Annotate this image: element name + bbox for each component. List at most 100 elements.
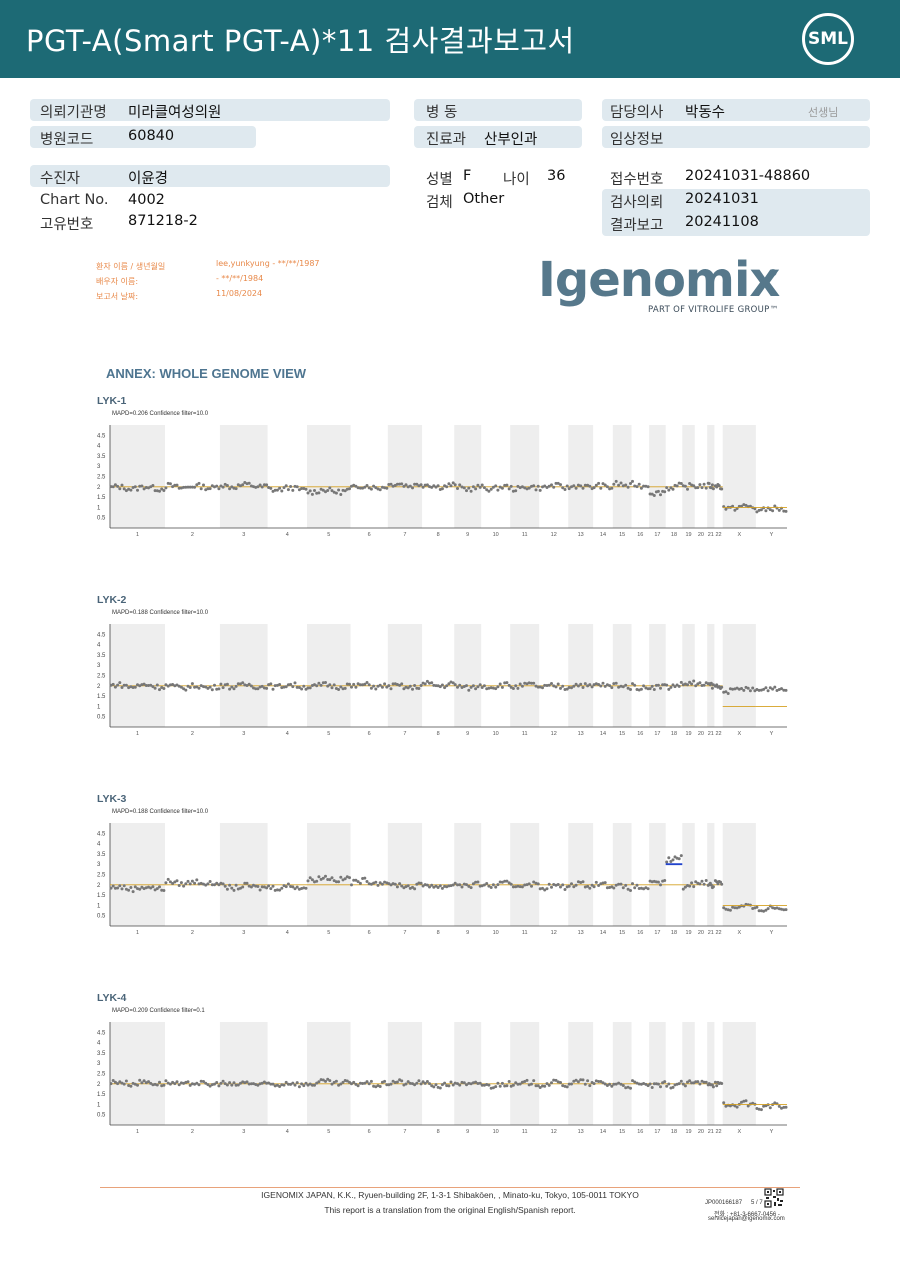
chromosome-band	[568, 1022, 594, 1125]
cnv-point	[219, 682, 223, 686]
cnv-point	[728, 908, 732, 912]
cnv-point	[784, 908, 788, 912]
cnv-point	[631, 682, 634, 686]
cnv-point	[556, 883, 560, 886]
cnv-point	[330, 1082, 334, 1086]
cnv-point	[282, 1083, 286, 1087]
cnv-point	[171, 485, 175, 489]
unique-no-value: 871218-2	[128, 213, 198, 229]
x-tick-label: 3	[242, 731, 245, 737]
cnv-point	[120, 686, 124, 689]
cnv-point	[559, 885, 562, 889]
cnv-point	[656, 1082, 660, 1086]
cnv-point	[367, 683, 371, 687]
cnv-point	[523, 486, 527, 490]
chromosome-band	[707, 624, 715, 727]
cnv-point	[487, 489, 491, 493]
cnv-point	[570, 882, 573, 886]
cnv-point	[378, 1085, 382, 1088]
cnv-point	[686, 683, 689, 687]
cnv-point	[780, 1106, 783, 1110]
cnv-point	[610, 686, 614, 690]
cnv-point	[547, 1083, 551, 1087]
cnv-point	[206, 882, 210, 886]
cnv-point	[698, 1082, 702, 1086]
cnv-point	[469, 489, 473, 493]
cnv-point	[208, 487, 212, 491]
cnv-point	[413, 482, 417, 486]
cnv-point	[746, 1104, 750, 1108]
cnv-point	[505, 483, 509, 487]
cnv-point	[221, 485, 225, 489]
cnv-point	[494, 1085, 498, 1089]
cnv-point	[692, 885, 696, 889]
cnv-point	[624, 683, 628, 687]
cnv-point	[766, 907, 770, 911]
cnv-point	[762, 687, 766, 691]
cnv-point	[400, 482, 404, 486]
cnv-point	[709, 681, 713, 685]
cnv-point	[523, 1080, 527, 1083]
chromosome-band	[682, 823, 695, 926]
cnv-point	[304, 487, 308, 491]
cnv-point	[269, 486, 273, 490]
cnv-point	[162, 687, 166, 690]
cnv-point	[179, 685, 183, 689]
cnv-point	[234, 684, 238, 688]
cnv-point	[383, 682, 387, 686]
cnv-point	[315, 491, 319, 495]
cnv-point	[173, 1082, 177, 1086]
cnv-point	[147, 684, 150, 687]
cnv-point	[617, 1081, 621, 1085]
y-tick-label: 1.5	[97, 694, 106, 700]
cnv-point	[681, 1082, 685, 1086]
x-tick-label: 14	[600, 532, 606, 538]
cnv-point	[428, 885, 431, 889]
cnv-point	[324, 1079, 327, 1083]
sex-label: 성별	[426, 172, 453, 188]
chromosome-band	[510, 823, 540, 926]
cnv-point	[698, 681, 702, 685]
chromosome-band	[707, 1022, 715, 1125]
doctor-suffix: 선생님	[808, 106, 839, 119]
chart-subtitle-lyk3: MAPD=0.188 Confidence filter=10.0	[112, 809, 209, 815]
cnv-point	[245, 684, 249, 687]
cnv-point	[556, 481, 560, 485]
cnv-point	[354, 1082, 358, 1086]
cnv-point	[258, 483, 262, 487]
cnv-point	[334, 491, 338, 495]
cnv-point	[289, 1082, 293, 1086]
cnv-point	[206, 686, 210, 690]
cnv-point	[663, 1080, 667, 1084]
cnv-point	[541, 886, 544, 890]
cnv-point	[496, 488, 500, 492]
x-tick-label: Y	[770, 930, 774, 936]
sml-logo-text: SML	[808, 29, 848, 49]
cnv-point	[556, 682, 560, 686]
chromosome-band	[219, 823, 268, 926]
cnv-point	[710, 686, 714, 690]
cnv-point	[619, 481, 623, 485]
x-tick-label: 14	[600, 731, 606, 737]
y-tick-label: 4.5	[97, 632, 106, 638]
cnv-point	[356, 1084, 360, 1088]
cnv-point	[304, 1081, 308, 1085]
cnv-point	[166, 877, 170, 881]
cnv-point	[498, 682, 502, 686]
cnv-point	[692, 679, 696, 683]
cnv-point	[702, 683, 706, 687]
cnv-point	[458, 483, 462, 487]
cnv-point	[534, 488, 538, 492]
cnv-point	[576, 684, 580, 688]
x-tick-label: 1	[136, 930, 139, 936]
cnv-point	[550, 483, 553, 487]
cnv-point	[748, 689, 752, 693]
report-header: PGT-A(Smart PGT-A)*11 검사결과보고서 SML	[0, 0, 900, 78]
cnv-point	[236, 1083, 240, 1087]
x-tick-label: 5	[327, 930, 330, 936]
cnv-point	[284, 484, 288, 488]
cnv-point	[744, 1099, 748, 1103]
cnv-point	[751, 686, 755, 690]
chromosome-band	[682, 425, 695, 528]
cnv-point	[500, 1081, 504, 1085]
